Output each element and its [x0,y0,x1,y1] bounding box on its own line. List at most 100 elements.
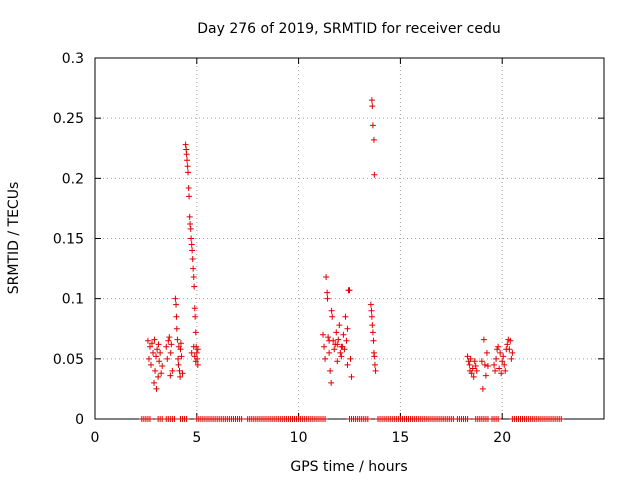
y-tick-label: 0.2 [62,171,84,187]
data-point [169,367,176,374]
data-point [324,295,331,302]
data-point [150,349,157,356]
data-point [144,337,151,344]
data-point [372,367,379,374]
data-point [191,353,198,360]
data-point [165,337,172,344]
data-point [501,361,508,368]
y-tick-label: 0.25 [53,111,84,127]
data-point [370,136,377,143]
y-tick-label: 0 [75,412,84,428]
data-point [188,235,195,242]
data-point [194,361,201,368]
data-point [496,365,503,372]
data-point [369,322,376,329]
data-point [172,295,179,302]
data-point [185,169,192,176]
data-point [184,163,191,170]
zero-point [183,416,190,422]
data-point [507,337,514,344]
data-point [178,353,185,360]
data-point [470,373,477,380]
data-point [484,363,491,370]
data-marks [138,97,565,422]
data-point [344,325,351,332]
data-point [322,355,329,362]
data-point [177,340,184,347]
data-point [151,379,158,386]
x-tick-label: 10 [290,430,308,446]
x-tick-label: 5 [192,430,201,446]
data-point [173,313,180,320]
data-point [469,365,476,372]
data-point [188,241,195,248]
y-tick-label: 0.3 [62,51,84,67]
data-point [177,346,184,353]
data-point [156,358,163,365]
data-point [506,346,513,353]
data-point [502,367,509,374]
data-point [182,141,189,148]
data-point [164,355,171,362]
data-point [478,358,485,365]
data-point [479,385,486,392]
data-point [468,370,475,377]
data-point [327,367,334,374]
x-tick-label: 20 [493,430,511,446]
data-point [190,274,197,281]
data-point [498,370,505,377]
data-point [157,349,164,356]
zero-point [171,416,178,422]
data-point [154,346,161,353]
chart-title: Day 276 of 2019, SRMTID for receiver ced… [197,21,500,37]
y-tick-labels: 0 0.05 0.1 0.15 0.2 0.25 0.3 [53,51,84,428]
data-point [347,355,354,362]
data-point [371,361,378,368]
data-point [492,367,499,374]
data-point [344,361,351,368]
data-point [334,358,341,365]
data-point [173,301,180,308]
data-point [190,265,197,272]
data-point [175,361,182,368]
x-axis-title: GPS time / hours [290,459,407,475]
zero-point [364,416,371,422]
data-point [348,373,355,380]
x-tick-label: 15 [391,430,409,446]
data-point [187,221,194,228]
data-point [497,349,504,356]
data-point [177,373,184,380]
data-point [155,341,162,348]
zero-point [146,416,153,422]
data-point [338,353,345,360]
data-point [369,103,376,110]
data-point [340,331,347,338]
data-point [175,355,182,362]
data-point [174,336,181,343]
data-point [369,329,376,336]
zero-point [322,416,329,422]
data-point [147,361,154,368]
data-point [326,349,333,356]
data-point [336,322,343,329]
zero-point [558,416,565,422]
data-point [341,346,348,353]
data-point [146,343,153,350]
data-point [186,213,193,220]
data-point [321,343,328,350]
data-point [481,361,488,368]
data-point [337,349,344,356]
data-point [167,349,174,356]
data-point [158,370,165,377]
data-point [151,336,158,343]
data-point [500,353,507,360]
data-point [187,225,194,232]
data-point [168,341,175,348]
data-point [189,247,196,254]
data-point [167,372,174,379]
data-point [367,301,374,308]
data-point [342,313,349,320]
data-point [194,346,201,353]
data-point [371,171,378,178]
data-point [495,343,502,350]
